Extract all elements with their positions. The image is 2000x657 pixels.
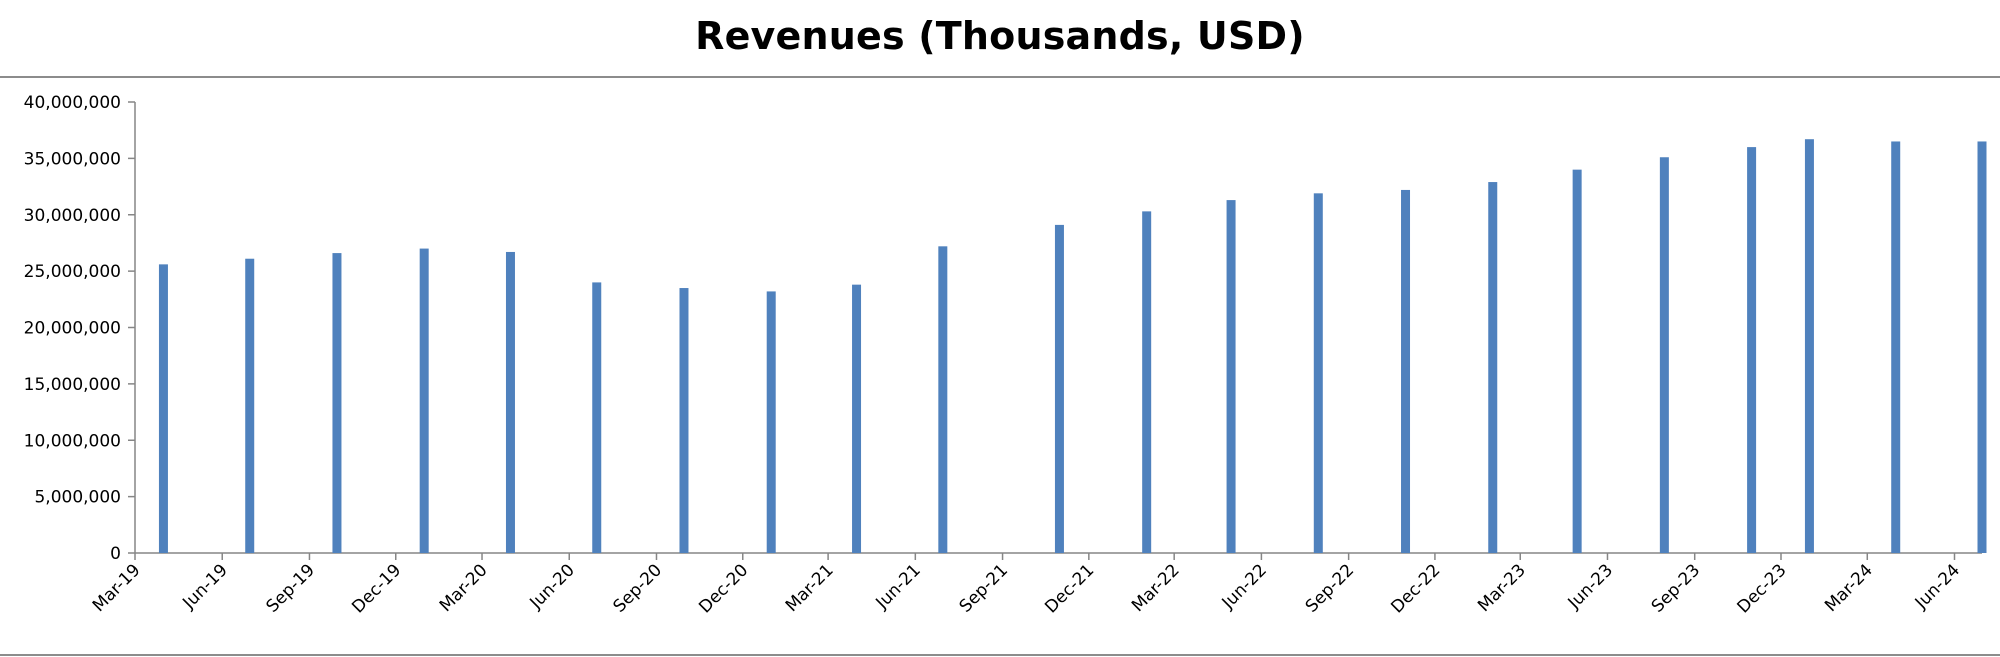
x-tick-label: Sep-19 [263, 560, 319, 616]
revenue-bar [1054, 224, 1064, 553]
x-tick-label: Jun-22 [1218, 560, 1271, 613]
revenue-bar [1313, 193, 1323, 553]
y-tick-label: 35,000,000 [24, 149, 121, 169]
revenue-bar [1401, 189, 1411, 553]
revenue-bar [592, 282, 602, 553]
y-tick-label: 30,000,000 [24, 206, 121, 226]
revenue-bar [1747, 147, 1757, 553]
x-tick-label: Sep-21 [956, 560, 1012, 616]
revenue-bar [1226, 200, 1236, 553]
x-tick-label: Mar-21 [782, 560, 838, 616]
revenue-bar [1977, 141, 1987, 553]
x-tick-label: Jun-23 [1564, 560, 1617, 613]
x-tick-label: Jun-24 [1911, 560, 1964, 613]
y-tick-label: 5,000,000 [34, 488, 121, 508]
x-tick-label: Dec-20 [695, 560, 752, 617]
title-divider [0, 76, 2000, 78]
x-tick-label: Sep-22 [1302, 560, 1358, 616]
y-tick-label: 15,000,000 [24, 375, 121, 395]
revenue-bar [245, 258, 255, 553]
revenue-bar [1488, 182, 1498, 554]
revenue-bar [505, 251, 515, 553]
revenue-bar [938, 246, 948, 553]
revenue-bar [852, 284, 862, 553]
revenue-bar [679, 288, 689, 553]
revenue-bar [332, 253, 342, 553]
revenue-bar [1572, 169, 1582, 553]
x-tick-label: Mar-23 [1474, 560, 1530, 616]
revenue-bar [158, 264, 168, 553]
x-tick-label: Mar-19 [89, 560, 145, 616]
revenue-bar [1659, 157, 1669, 553]
x-tick-label: Jun-20 [526, 560, 579, 613]
revenue-bar [1804, 139, 1814, 553]
x-tick-label: Sep-20 [610, 560, 666, 616]
revenue-bar [419, 248, 429, 553]
x-tick-label: Mar-22 [1128, 560, 1184, 616]
bottom-border [0, 654, 2000, 656]
x-tick-label: Mar-24 [1821, 560, 1877, 616]
y-tick-label: 40,000,000 [24, 93, 121, 113]
x-tick-label: Dec-19 [348, 560, 405, 617]
y-tick-label: 0 [110, 544, 121, 564]
x-tick-label: Jun-21 [872, 560, 925, 613]
revenue-bar [766, 291, 776, 553]
x-tick-label: Dec-21 [1041, 560, 1098, 617]
y-tick-label: 20,000,000 [24, 319, 121, 339]
y-tick-label: 10,000,000 [24, 431, 121, 451]
revenue-bar [1891, 141, 1901, 553]
x-tick-label: Dec-23 [1733, 560, 1790, 617]
x-tick-label: Dec-22 [1387, 560, 1444, 617]
revenue-bar [1142, 211, 1152, 553]
y-tick-label: 25,000,000 [24, 262, 121, 282]
x-tick-label: Jun-19 [178, 560, 231, 613]
chart-title: Revenues (Thousands, USD) [695, 14, 1305, 58]
x-tick-label: Mar-20 [436, 560, 492, 616]
x-tick-label: Sep-23 [1648, 560, 1704, 616]
